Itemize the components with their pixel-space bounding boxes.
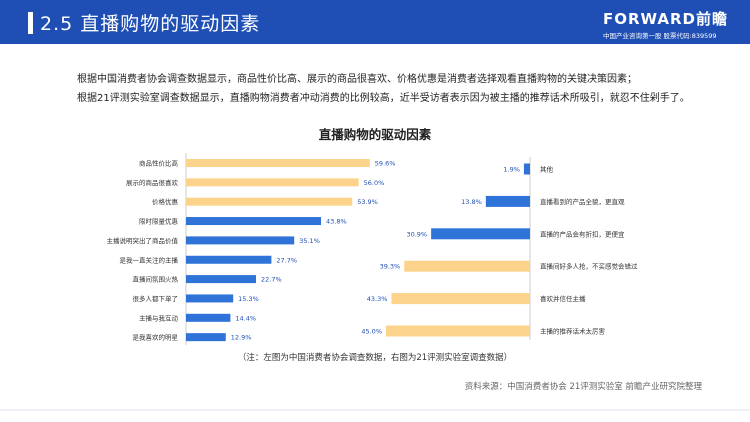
chart-note: （注：左图为中国消费者协会调查数据，右图为21评测实验室调查数据）	[237, 353, 513, 363]
left-value-label: 15.3%	[238, 295, 259, 303]
right-category-label: 直播看到的产品全貌，更直观	[540, 197, 625, 206]
left-category-label: 直播间氛围火热	[133, 275, 179, 284]
right-bar	[431, 228, 530, 240]
source-text: 资料来源：中国消费者协会 21评测实验室 前瞻产业研究院整理	[464, 382, 702, 392]
right-category-label: 主播的推荐话术太厉害	[540, 327, 606, 336]
left-bar	[186, 333, 226, 342]
forward-logo: FORWARD前瞻 中国产业咨询第一股 股票代码:839599	[603, 8, 728, 40]
paragraph-2: 根据21评测实验室调查数据显示，直播购物消费者冲动消费的比例较高，近半受访者表示…	[77, 93, 690, 104]
left-bar	[186, 236, 295, 245]
header-bar: 2.5 直播购物的驱动因素 FORWARD前瞻 中国产业咨询第一股 股票代码:8…	[0, 0, 750, 44]
left-bar	[186, 294, 234, 303]
left-category-label: 是我喜欢的明星	[133, 333, 179, 342]
left-value-label: 53.9%	[357, 198, 378, 206]
left-value-label: 12.9%	[231, 334, 252, 342]
left-category-label: 是我一直关注的主播	[120, 255, 179, 264]
right-value-label: 1.9%	[503, 166, 520, 174]
right-value-label: 43.3%	[367, 295, 388, 303]
left-category-label: 很多人都下单了	[133, 294, 179, 303]
left-category-label: 展示的商品很喜欢	[126, 178, 179, 187]
left-bar	[186, 313, 231, 322]
left-value-label: 59.6%	[375, 160, 396, 168]
right-value-label: 13.8%	[461, 198, 482, 206]
header-accent	[28, 12, 33, 34]
right-value-label: 45.0%	[361, 328, 382, 336]
logo-text: FORWARD前瞻	[602, 10, 728, 28]
left-category-label: 主播说明突出了商品价值	[107, 236, 179, 245]
paragraph-1: 根据中国消费者协会调查数据显示，商品性价比高、展示的商品很喜欢、价格优惠是消费者…	[77, 74, 637, 85]
right-category-label: 其他	[540, 165, 554, 174]
left-value-label: 27.7%	[276, 256, 297, 264]
right-value-label: 39.3%	[380, 263, 401, 271]
right-category-label: 直播间好多人抢，不买感觉会错过	[540, 262, 638, 271]
right-bar	[523, 163, 530, 175]
left-value-label: 35.1%	[299, 237, 320, 245]
left-bar	[186, 159, 370, 167]
chart-title: 直播购物的驱动因素	[318, 127, 432, 142]
left-category-label: 价格优惠	[152, 197, 179, 206]
left-category-label: 限时限量优惠	[139, 217, 179, 226]
left-value-label: 22.7%	[261, 276, 282, 284]
left-bar	[186, 275, 256, 284]
left-value-label: 43.8%	[326, 218, 347, 226]
left-bar	[186, 217, 322, 226]
right-bar	[485, 195, 530, 207]
right-category-label: 喜欢并信任主播	[540, 294, 586, 303]
left-bar	[186, 178, 359, 187]
left-category-label: 商品性价比高	[139, 159, 179, 168]
bottom-decoration	[0, 409, 750, 411]
right-category-label: 直播的产品会有折扣，更便宜	[540, 229, 625, 238]
right-bar	[391, 293, 530, 305]
right-bar	[386, 325, 530, 337]
page-title: 2.5 直播购物的驱动因素	[40, 13, 261, 35]
left-value-label: 14.4%	[235, 314, 256, 322]
right-value-label: 30.9%	[406, 230, 427, 238]
left-category-label: 主播与我互动	[139, 313, 179, 322]
logo-subtitle: 中国产业咨询第一股 股票代码:839599	[602, 32, 717, 40]
right-bar	[404, 260, 530, 272]
left-value-label: 56.0%	[364, 179, 385, 187]
left-bar	[186, 197, 353, 206]
left-bar	[186, 255, 272, 264]
